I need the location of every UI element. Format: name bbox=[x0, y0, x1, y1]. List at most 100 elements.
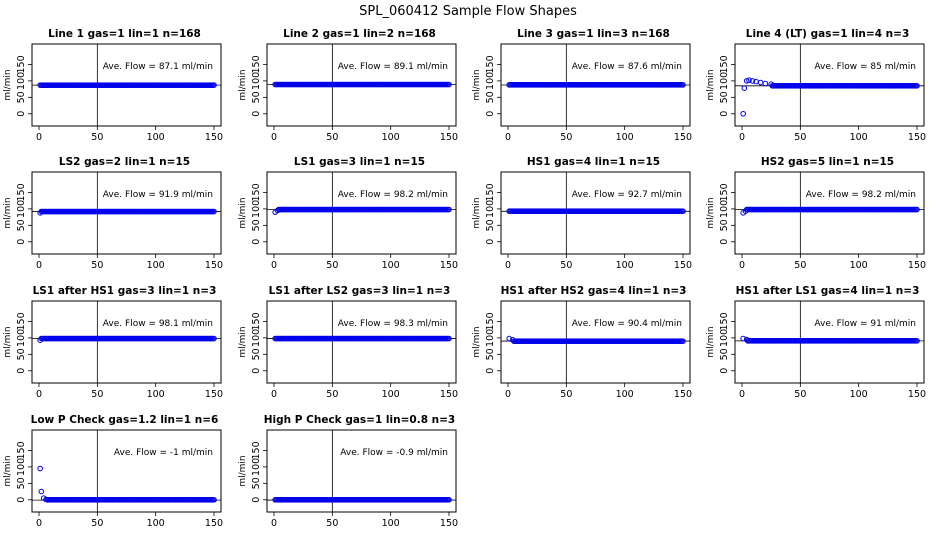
data-point bbox=[680, 208, 686, 214]
y-tick-label: 150 bbox=[719, 183, 730, 201]
y-tick-label: 150 bbox=[251, 55, 262, 73]
y-tick-label: 150 bbox=[485, 183, 496, 201]
y-tick-label: 100 bbox=[251, 72, 262, 90]
y-tick-label: 150 bbox=[485, 312, 496, 330]
y-axis-label: ml/min bbox=[238, 69, 248, 100]
y-axis-label: ml/min bbox=[472, 197, 482, 228]
x-tick-label: 0 bbox=[505, 260, 511, 271]
data-point bbox=[746, 77, 752, 84]
data-point bbox=[211, 208, 217, 215]
data-point bbox=[446, 496, 452, 503]
x-tick-label: 0 bbox=[271, 518, 277, 529]
x-tick-label: 100 bbox=[850, 132, 868, 143]
plot-frame bbox=[500, 171, 691, 255]
panel-13: Low P Check gas=1.2 lin=1 n=6 Ave. Flow =… bbox=[3, 414, 223, 529]
panel-12: HS1 after LS1 gas=4 lin=1 n=3 Ave. Flow =… bbox=[706, 285, 926, 400]
panel-1: Line 1 gas=1 lin=1 n=168 Ave. Flow = 87.1… bbox=[3, 28, 223, 143]
y-tick-label: 0 bbox=[485, 111, 496, 117]
x-tick-label: 100 bbox=[382, 260, 400, 271]
x-tick-label: 0 bbox=[36, 518, 42, 529]
data-point bbox=[211, 82, 217, 88]
y-tick-label: 50 bbox=[485, 219, 496, 231]
x-tick-label: 150 bbox=[205, 389, 223, 400]
y-tick-label: 100 bbox=[16, 458, 27, 476]
plot-frame bbox=[31, 171, 222, 255]
panel-title: Line 4 (LT) gas=1 lin=4 n=3 bbox=[746, 28, 910, 40]
y-tick-label: 0 bbox=[251, 368, 262, 374]
data-point bbox=[506, 335, 512, 342]
data-point bbox=[740, 110, 746, 117]
y-tick-label: 50 bbox=[719, 219, 730, 231]
x-tick-label: 100 bbox=[147, 389, 165, 400]
y-tick-label: 100 bbox=[719, 72, 730, 90]
y-tick-label: 150 bbox=[719, 55, 730, 73]
data-point bbox=[757, 79, 764, 86]
y-tick-label: 150 bbox=[485, 55, 496, 73]
panel-6: LS1 gas=3 lin=1 n=15 Ave. Flow = 98.2 ml/… bbox=[238, 156, 458, 271]
x-tick-label: 50 bbox=[560, 132, 572, 143]
x-tick-label: 50 bbox=[91, 260, 103, 271]
y-tick-label: 150 bbox=[251, 441, 262, 459]
y-tick-label: 0 bbox=[251, 497, 262, 503]
average-flow-label: Ave. Flow = 87.1 ml/min bbox=[103, 62, 213, 72]
plot-frame bbox=[734, 43, 925, 127]
panel-4: Line 4 (LT) gas=1 lin=4 n=3 Ave. Flow = 8… bbox=[706, 28, 926, 143]
plot-frame bbox=[734, 300, 925, 384]
x-tick-label: 0 bbox=[271, 132, 277, 143]
y-axis-label: ml/min bbox=[238, 455, 248, 486]
panel-2: Line 2 gas=1 lin=2 n=168 Ave. Flow = 89.1… bbox=[238, 28, 458, 143]
x-tick-label: 100 bbox=[850, 389, 868, 400]
data-point bbox=[446, 81, 452, 88]
y-tick-label: 100 bbox=[719, 200, 730, 218]
x-tick-label: 0 bbox=[271, 260, 277, 271]
x-tick-label: 50 bbox=[326, 260, 338, 271]
panel-title: HS1 after HS2 gas=4 lin=1 n=3 bbox=[501, 285, 687, 297]
average-flow-label: Ave. Flow = 98.3 ml/min bbox=[338, 319, 448, 329]
panel-10: LS1 after LS2 gas=3 lin=1 n=3 Ave. Flow =… bbox=[238, 285, 458, 400]
y-tick-label: 100 bbox=[485, 200, 496, 218]
x-tick-label: 100 bbox=[147, 260, 165, 271]
y-tick-label: 150 bbox=[251, 312, 262, 330]
panel-9: LS1 after HS1 gas=3 lin=1 n=3 Ave. Flow =… bbox=[3, 285, 223, 400]
x-tick-label: 100 bbox=[616, 260, 634, 271]
y-axis-label: ml/min bbox=[3, 455, 13, 486]
data-point bbox=[914, 83, 920, 89]
y-tick-label: 100 bbox=[719, 329, 730, 347]
data-point bbox=[37, 465, 43, 472]
figure-title: SPL_060412 Sample Flow Shapes bbox=[359, 4, 577, 19]
x-tick-label: 150 bbox=[205, 518, 223, 529]
y-tick-label: 50 bbox=[16, 477, 27, 489]
y-tick-label: 150 bbox=[16, 183, 27, 201]
y-tick-label: 0 bbox=[719, 111, 730, 117]
y-tick-label: 50 bbox=[485, 91, 496, 103]
y-tick-label: 0 bbox=[16, 497, 27, 503]
x-tick-label: 50 bbox=[326, 132, 338, 143]
plot-frame bbox=[266, 300, 457, 384]
x-tick-label: 150 bbox=[205, 132, 223, 143]
x-tick-label: 50 bbox=[794, 389, 806, 400]
y-tick-label: 150 bbox=[251, 183, 262, 201]
y-tick-label: 100 bbox=[16, 200, 27, 218]
y-tick-label: 50 bbox=[16, 91, 27, 103]
y-tick-label: 100 bbox=[16, 72, 27, 90]
data-point bbox=[740, 335, 746, 342]
x-tick-label: 50 bbox=[560, 389, 572, 400]
average-flow-label: Ave. Flow = 98.2 ml/min bbox=[806, 190, 916, 200]
x-tick-label: 100 bbox=[382, 518, 400, 529]
x-tick-label: 150 bbox=[908, 132, 926, 143]
x-tick-label: 100 bbox=[616, 132, 634, 143]
data-point bbox=[743, 78, 750, 84]
panel-title: LS1 after HS1 gas=3 lin=1 n=3 bbox=[33, 285, 217, 297]
y-tick-label: 50 bbox=[251, 477, 262, 489]
data-point bbox=[211, 496, 217, 503]
plot-frame bbox=[734, 171, 925, 255]
y-axis-label: ml/min bbox=[238, 326, 248, 357]
x-tick-label: 100 bbox=[382, 132, 400, 143]
average-flow-label: Ave. Flow = -0.9 ml/min bbox=[340, 448, 448, 458]
y-axis-label: ml/min bbox=[3, 326, 13, 357]
y-tick-label: 0 bbox=[16, 111, 27, 117]
panel-title: LS1 gas=3 lin=1 n=15 bbox=[294, 156, 425, 168]
y-tick-label: 100 bbox=[485, 329, 496, 347]
x-tick-label: 50 bbox=[326, 389, 338, 400]
